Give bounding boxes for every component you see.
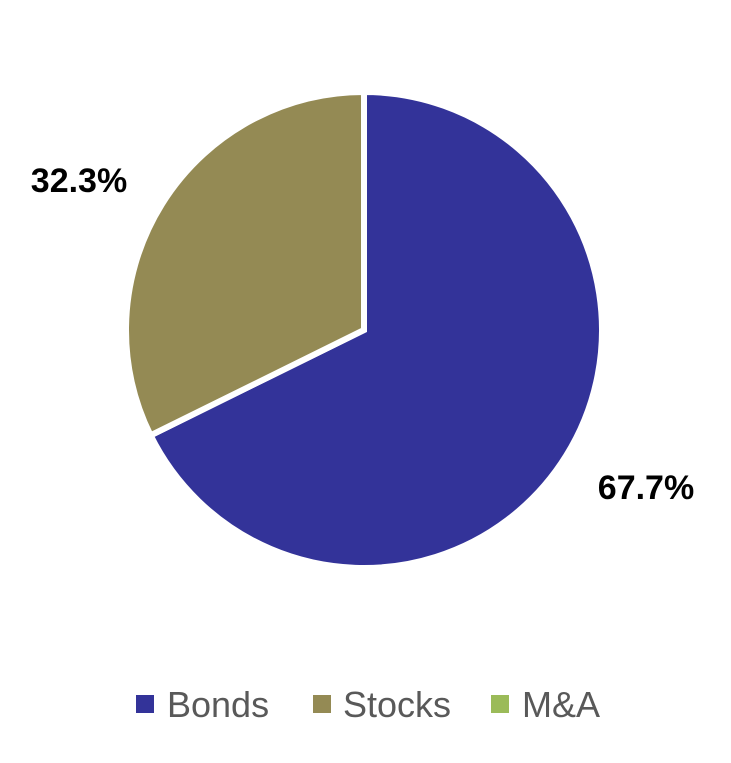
data-label-bonds: 67.7% bbox=[598, 469, 694, 507]
pie-slice-bonds bbox=[146, 88, 605, 571]
pie-slice-stocks bbox=[123, 88, 367, 440]
data-label-stocks: 32.3% bbox=[31, 162, 127, 200]
legend-label-stocks: Stocks bbox=[343, 684, 451, 725]
legend-swatch-ma bbox=[491, 695, 509, 713]
data-labels: 67.7% 32.3% bbox=[31, 162, 694, 507]
pie-slices bbox=[123, 88, 605, 571]
legend-swatch-stocks bbox=[313, 695, 331, 713]
legend-swatch-bonds bbox=[136, 695, 154, 713]
legend-label-ma: M&A bbox=[522, 684, 600, 725]
legend-label-bonds: Bonds bbox=[167, 684, 269, 725]
legend: Bonds Stocks M&A bbox=[136, 684, 600, 725]
